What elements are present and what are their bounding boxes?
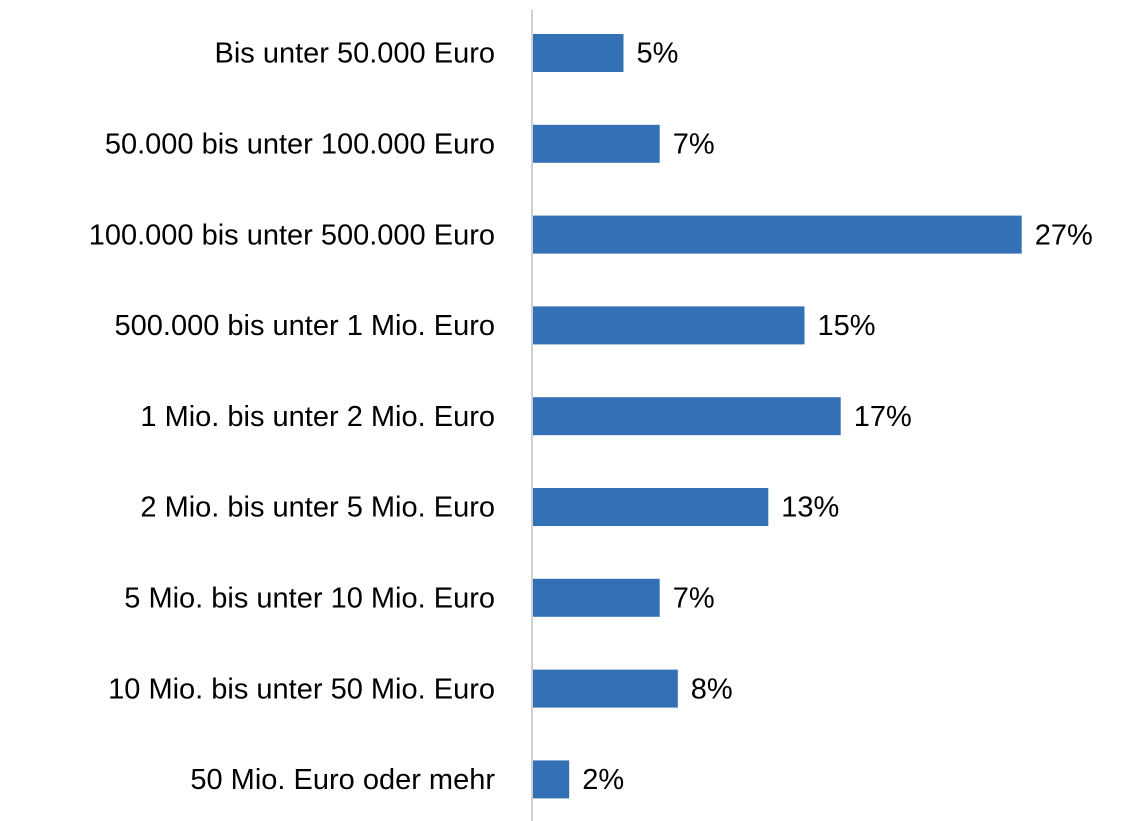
bar [533, 397, 841, 436]
category-label: 2 Mio. bis unter 5 Mio. Euro [140, 492, 495, 524]
data-label: 15% [818, 310, 876, 342]
category-label: 1 Mio. bis unter 2 Mio. Euro [140, 401, 495, 433]
bar [533, 760, 570, 799]
bar [533, 669, 678, 708]
data-label: 7% [673, 582, 715, 614]
bar [533, 124, 660, 163]
data-label: 2% [582, 764, 624, 796]
category-label: Bis unter 50.000 Euro [214, 38, 495, 70]
data-label: 5% [637, 38, 679, 70]
category-label: 500.000 bis unter 1 Mio. Euro [115, 310, 495, 342]
data-label: 27% [1035, 219, 1093, 251]
data-label: 13% [781, 492, 839, 524]
bar [533, 306, 805, 345]
category-label: 50 Mio. Euro oder mehr [190, 764, 495, 796]
bar [533, 34, 624, 72]
category-label: 5 Mio. bis unter 10 Mio. Euro [124, 582, 495, 614]
data-label: 8% [691, 673, 733, 705]
bar [533, 488, 769, 526]
data-label: 17% [854, 401, 912, 433]
category-label: 100.000 bis unter 500.000 Euro [89, 219, 495, 251]
category-label: 50.000 bis unter 100.000 Euro [105, 128, 495, 160]
category-label: 10 Mio. bis unter 50 Mio. Euro [108, 673, 495, 705]
bar [533, 215, 1022, 254]
data-label: 7% [673, 128, 715, 160]
bar [533, 578, 660, 617]
